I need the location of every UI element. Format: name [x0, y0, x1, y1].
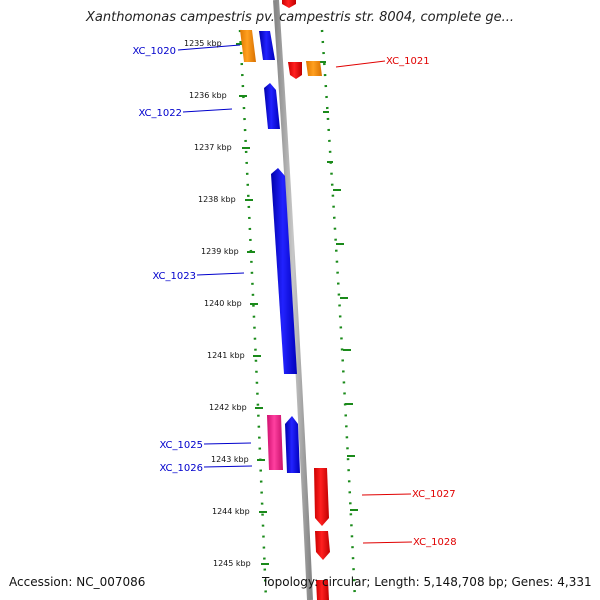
tick-label: 1237 kbp [194, 143, 232, 152]
partial-forward-gene-top [282, 0, 296, 8]
partial-gene-bottom [316, 580, 329, 600]
orange-feature-left [240, 30, 256, 62]
gene-label-XC_1025[interactable]: XC_1025 [159, 440, 203, 451]
gene-XC_1022[interactable] [264, 83, 280, 129]
tick-label: 1242 kbp [209, 403, 247, 412]
tick-label: 1236 kbp [189, 91, 227, 100]
genome-summary: Topology: circular; Length: 5,148,708 bp… [262, 575, 592, 589]
tick-label: 1235 kbp [184, 39, 222, 48]
gene-XC_1023[interactable] [271, 168, 297, 374]
gene-XC_1021[interactable] [288, 62, 302, 79]
gene-label-XC_1023[interactable]: XC_1023 [152, 271, 196, 282]
tick-dashes [236, 43, 358, 565]
tick-label: 1244 kbp [212, 507, 250, 516]
gene-label-XC_1027[interactable]: XC_1027 [412, 489, 456, 500]
label-leaders [177, 44, 413, 544]
gene-label-XC_1026[interactable]: XC_1026 [159, 463, 203, 474]
genome-backbone [273, 0, 313, 600]
tick-label: 1240 kbp [204, 299, 242, 308]
tick-label: 1239 kbp [201, 247, 239, 256]
gene-XC_1028[interactable] [315, 531, 330, 560]
tick-label: 1243 kbp [211, 455, 249, 464]
accession-label: Accession: NC_007086 [9, 575, 146, 589]
tick-label: 1245 kbp [213, 559, 251, 568]
gene-label-XC_1021[interactable]: XC_1021 [386, 56, 430, 67]
gene-label-XC_1022[interactable]: XC_1022 [138, 108, 182, 119]
outer-guide-left [238, 29, 268, 600]
gene-XC_1020[interactable] [259, 31, 275, 60]
gene-label-XC_1020[interactable]: XC_1020 [132, 46, 176, 57]
orange-feature-right [306, 61, 322, 76]
map-title: Xanthomonas campestris pv. campestris st… [86, 10, 514, 25]
tick-label: 1241 kbp [207, 351, 245, 360]
gene-XC_1025-1026[interactable] [285, 416, 300, 473]
tick-label: 1238 kbp [198, 195, 236, 204]
feature-pink[interactable] [267, 415, 283, 470]
gene-label-XC_1028[interactable]: XC_1028 [413, 537, 457, 548]
gene-XC_1027[interactable] [314, 468, 329, 526]
